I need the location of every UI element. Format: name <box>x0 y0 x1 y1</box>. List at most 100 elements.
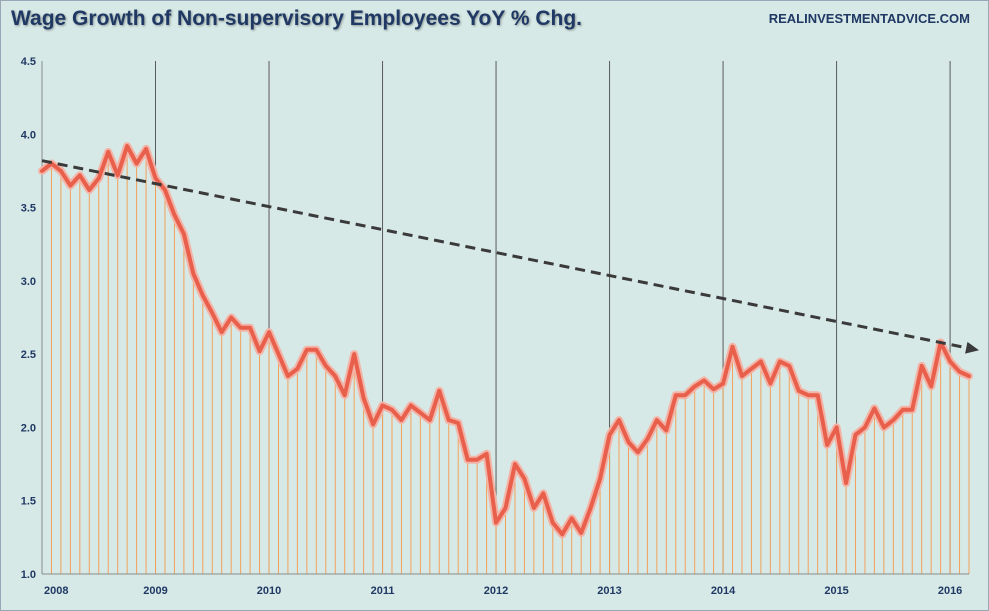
data-point <box>504 506 507 510</box>
data-point <box>390 408 394 412</box>
data-point <box>627 440 630 444</box>
data-point <box>835 426 838 429</box>
y-tick-label: 4.5 <box>21 56 36 68</box>
monthly-drop-lines <box>41 146 970 574</box>
data-point <box>911 408 914 412</box>
data-point <box>674 393 677 397</box>
data-point <box>371 423 375 426</box>
data-point <box>948 360 952 363</box>
data-point <box>731 345 734 349</box>
data-point <box>239 326 242 329</box>
x-tick-label: 2013 <box>597 585 621 597</box>
data-point <box>381 404 384 407</box>
data-point <box>532 506 536 510</box>
data-point <box>447 418 450 422</box>
y-tick-label: 4.0 <box>21 129 36 141</box>
chart-source: REALINVESTMENTADVICE.COM <box>768 11 970 26</box>
data-point <box>475 458 479 461</box>
data-point <box>40 169 44 173</box>
data-point <box>59 169 63 173</box>
data-point <box>901 408 904 412</box>
data-point <box>428 418 432 422</box>
data-point <box>579 531 583 535</box>
data-point <box>769 382 772 385</box>
data-point <box>144 147 148 151</box>
data-point <box>466 458 469 461</box>
y-tick-label: 2.5 <box>21 349 36 361</box>
data-point <box>797 389 800 392</box>
data-point <box>362 396 365 400</box>
data-point <box>154 177 157 180</box>
x-tick-label: 2016 <box>938 585 962 597</box>
data-point <box>352 352 356 356</box>
data-point <box>806 393 810 397</box>
data-point <box>88 188 91 192</box>
data-point <box>125 144 129 148</box>
data-point <box>929 385 933 388</box>
x-tick-label: 2015 <box>824 585 848 597</box>
data-point <box>778 360 782 363</box>
data-point <box>107 150 110 154</box>
data-point <box>844 481 848 485</box>
data-point <box>163 188 167 192</box>
data-point <box>646 437 649 441</box>
data-point <box>135 162 138 165</box>
data-point <box>485 452 488 456</box>
data-point <box>684 393 687 397</box>
y-tick-label: 1.0 <box>21 569 36 581</box>
y-tick-label: 2.0 <box>21 422 36 434</box>
data-point <box>182 232 186 236</box>
data-point <box>286 374 290 378</box>
data-point <box>78 174 82 177</box>
data-point <box>608 433 611 436</box>
data-point <box>173 213 176 217</box>
data-point <box>343 393 346 397</box>
data-point <box>740 374 744 378</box>
data-point <box>192 272 195 275</box>
data-point <box>523 477 526 480</box>
trend-line <box>41 159 967 350</box>
year-gridlines <box>155 61 951 574</box>
data-point <box>305 348 309 351</box>
data-point <box>750 367 753 370</box>
data-point <box>69 184 72 187</box>
data-point <box>655 418 659 422</box>
data-point <box>873 407 876 410</box>
data-point <box>419 411 422 414</box>
data-point <box>920 364 923 368</box>
x-tick-label: 2012 <box>484 585 508 597</box>
trend-arrowhead <box>965 341 979 354</box>
data-point <box>816 393 819 397</box>
data-point <box>863 426 867 429</box>
data-point <box>598 477 602 480</box>
data-point <box>702 379 706 382</box>
x-tick-label: 2010 <box>257 585 281 597</box>
data-point <box>296 367 299 370</box>
data-point <box>636 451 640 454</box>
data-point <box>211 311 214 315</box>
data-point <box>229 316 233 319</box>
y-tick-label: 1.5 <box>21 496 36 508</box>
data-point <box>513 462 517 466</box>
data-point <box>570 517 573 520</box>
data-point <box>693 385 696 388</box>
data-point <box>324 364 327 368</box>
data-point <box>882 426 886 429</box>
data-point <box>958 370 961 373</box>
data-point <box>409 404 413 407</box>
data-point <box>967 374 971 378</box>
data-point <box>267 330 271 334</box>
data-point <box>665 429 668 432</box>
data-point <box>494 521 498 524</box>
data-point <box>400 418 403 422</box>
data-point <box>542 492 545 495</box>
data-point <box>759 360 763 363</box>
data-point <box>457 421 460 425</box>
data-point <box>825 443 829 447</box>
data-point <box>277 352 280 356</box>
y-tick-label: 3.0 <box>21 276 36 288</box>
data-point <box>97 177 100 180</box>
data-point <box>617 418 621 422</box>
